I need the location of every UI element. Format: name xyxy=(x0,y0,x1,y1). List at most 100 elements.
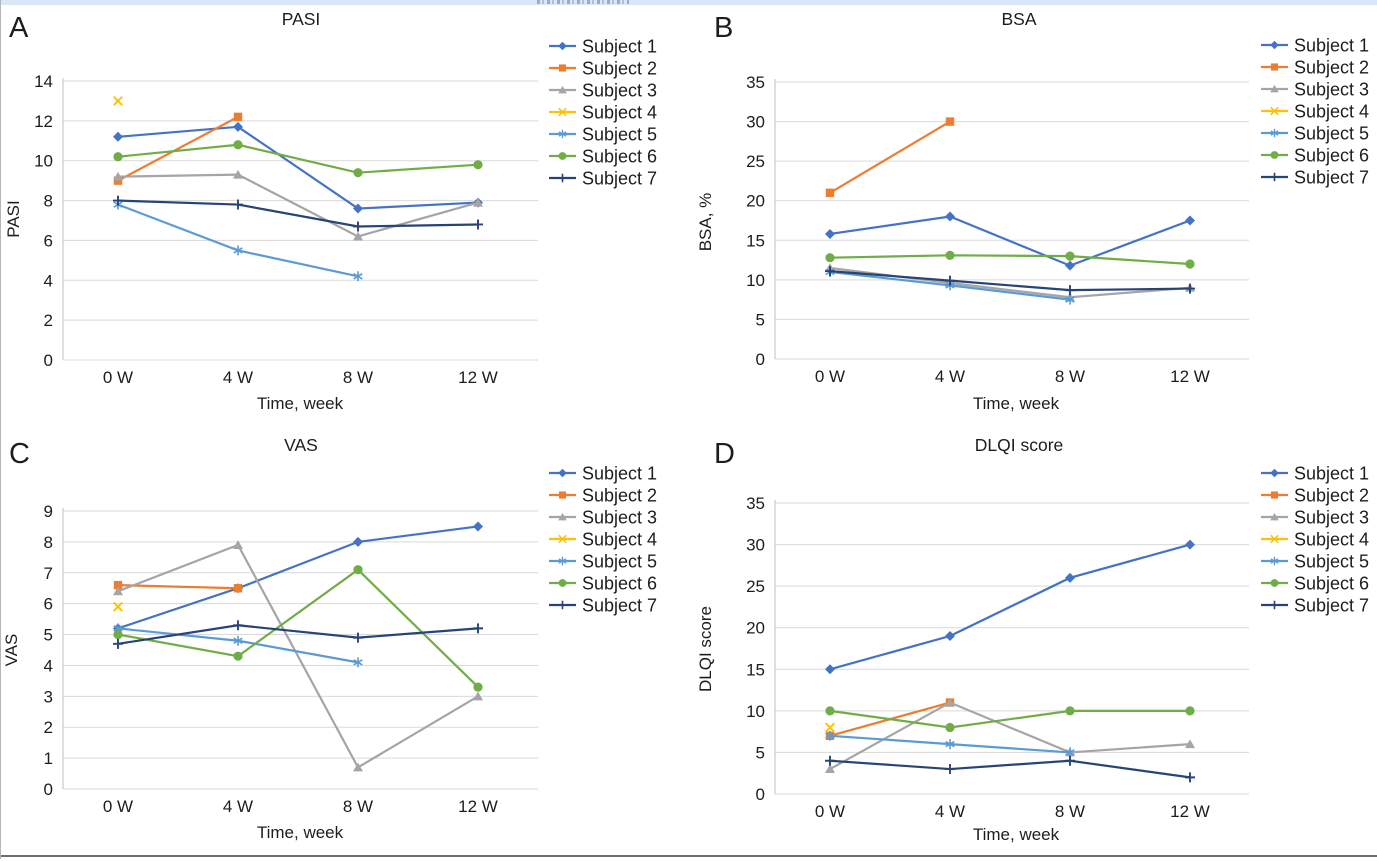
panel-letter: D xyxy=(714,438,735,470)
marker-asterisk xyxy=(1270,128,1279,138)
marker-plus xyxy=(353,632,363,643)
marker-plus xyxy=(233,620,243,631)
series-subject-7 xyxy=(825,266,1195,296)
marker-asterisk xyxy=(945,739,955,750)
y-tick-label: 4 xyxy=(44,656,53,675)
marker-plus xyxy=(473,623,483,634)
marker-square xyxy=(233,584,243,593)
marker-diamond xyxy=(558,468,567,478)
marker-plus xyxy=(1065,285,1075,296)
marker-circle xyxy=(233,651,243,661)
legend-item: Subject 1 xyxy=(1261,36,1369,56)
marker-triangle xyxy=(233,540,243,549)
legend-label: Subject 7 xyxy=(1294,596,1369,616)
marker-plus xyxy=(1065,755,1075,766)
series-subject-1 xyxy=(825,539,1195,675)
marker-plus xyxy=(1270,172,1279,182)
x-axis: 0 W 4 W 8 W 12 W xyxy=(815,802,1210,821)
marker-circle xyxy=(825,253,835,263)
marker-diamond xyxy=(1270,468,1279,478)
legend-item: Subject 7 xyxy=(1261,596,1369,616)
marker-x xyxy=(113,95,123,106)
marker-diamond xyxy=(353,536,363,547)
legend-item: Subject 6 xyxy=(1261,574,1369,594)
panel-D: D DLQI score 0 5 10 15 20 25 30 35 0 W 4 W 8 W 12 W Ti… xyxy=(689,431,1377,857)
x-axis-title: Time, week xyxy=(973,825,1060,844)
legend-item: Subject 4 xyxy=(549,530,657,550)
marker-square xyxy=(233,112,243,122)
legend-label: Subject 6 xyxy=(582,574,657,594)
series-subject-7 xyxy=(113,620,483,649)
y-tick-label: 25 xyxy=(746,152,765,171)
marker-triangle xyxy=(113,171,123,181)
marker-circle xyxy=(825,706,835,716)
x-axis-title: Time, week xyxy=(973,394,1060,413)
series-subject-4 xyxy=(113,601,123,612)
series-line xyxy=(117,115,239,182)
legend-item: Subject 5 xyxy=(549,125,657,145)
marker-circle xyxy=(353,565,363,575)
series-subject-6 xyxy=(825,250,1195,269)
y-tick-label: 8 xyxy=(44,192,53,211)
legend-label: Subject 2 xyxy=(1294,486,1369,506)
marker-triangle xyxy=(233,169,243,179)
legend-label: Subject 4 xyxy=(582,530,657,550)
y-tick-label: 14 xyxy=(34,72,53,91)
y-tick-label: 5 xyxy=(756,743,765,762)
series-subject-3 xyxy=(113,540,483,772)
marker-triangle xyxy=(1270,84,1279,93)
browser-ui-artifact xyxy=(537,0,629,4)
y-tick-label: 30 xyxy=(746,536,765,555)
x-tick-label: 12 W xyxy=(1170,367,1210,386)
series-line xyxy=(829,270,1191,292)
marker-plus xyxy=(558,173,567,183)
marker-square xyxy=(558,491,567,499)
panel-B: B BSA 0 5 10 15 20 25 30 35 0 W 4 W 8 W 12 W Time, wee… xyxy=(689,5,1377,431)
series-line xyxy=(117,125,479,210)
y-tick-label: 6 xyxy=(44,231,53,250)
series-subject-5 xyxy=(825,730,1075,758)
y-tick-label: 0 xyxy=(44,351,53,370)
marker-triangle xyxy=(945,697,955,707)
marker-asterisk xyxy=(353,271,363,282)
marker-circle xyxy=(113,152,123,162)
y-tick-label: 6 xyxy=(44,595,53,614)
series-subject-5 xyxy=(113,623,363,668)
legend-label: Subject 5 xyxy=(1294,552,1369,572)
legend-item: Subject 2 xyxy=(549,59,657,79)
legend-item: Subject 6 xyxy=(549,147,657,167)
legend-item: Subject 3 xyxy=(549,81,657,101)
x-tick-label: 8 W xyxy=(1055,367,1085,386)
marker-diamond xyxy=(353,203,363,214)
marker-circle xyxy=(1185,706,1195,716)
legend-label: Subject 3 xyxy=(1294,80,1369,100)
legend-item: Subject 5 xyxy=(549,552,657,572)
legend-label: Subject 4 xyxy=(1294,102,1369,122)
marker-plus xyxy=(1270,600,1279,610)
series-line xyxy=(829,215,1191,267)
chart-vas: C VAS 0 1 2 3 4 5 6 7 8 9 0 W 4 W 8 W 12 W Time, week VAS… xyxy=(2,435,657,842)
marker-asterisk xyxy=(1270,556,1279,566)
y-tick-label: 10 xyxy=(746,271,765,290)
y-tick-label: 15 xyxy=(746,231,765,250)
marker-square xyxy=(945,117,955,126)
marker-square xyxy=(825,188,835,197)
marker-circle xyxy=(558,579,567,587)
legend-label: Subject 5 xyxy=(582,125,657,145)
legend-item: Subject 4 xyxy=(1261,102,1369,122)
x-tick-label: 4 W xyxy=(223,797,253,816)
marker-circle xyxy=(353,168,363,178)
legend-label: Subject 2 xyxy=(1294,58,1369,78)
legend-item: Subject 6 xyxy=(1261,146,1369,166)
panel-letter: A xyxy=(9,12,29,44)
legend-label: Subject 7 xyxy=(1294,168,1369,188)
legend-label: Subject 1 xyxy=(582,464,657,484)
marker-diamond xyxy=(825,228,835,239)
marker-circle xyxy=(945,722,955,733)
series-subject-4 xyxy=(825,722,835,733)
series-subject-6 xyxy=(825,706,1195,733)
marker-triangle xyxy=(1270,512,1279,521)
y-tick-label: 1 xyxy=(44,749,53,768)
